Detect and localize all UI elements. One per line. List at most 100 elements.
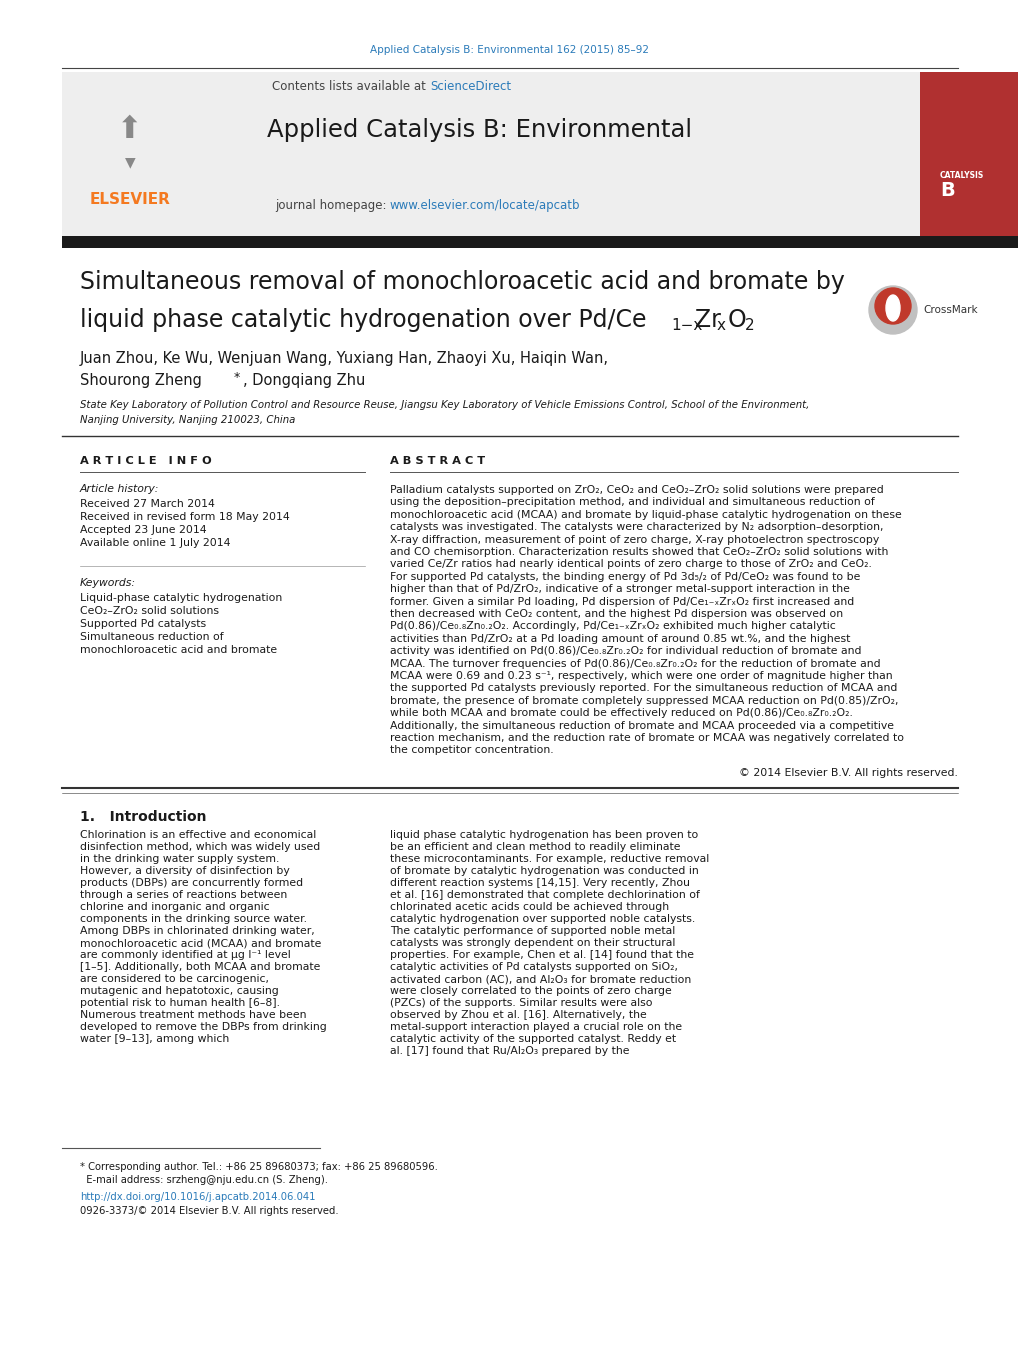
Text: CrossMark: CrossMark	[922, 305, 976, 315]
Text: © 2014 Elsevier B.V. All rights reserved.: © 2014 Elsevier B.V. All rights reserved…	[739, 767, 957, 778]
Text: liquid phase catalytic hydrogenation has been proven to: liquid phase catalytic hydrogenation has…	[389, 830, 698, 840]
Text: E-mail address: srzheng@nju.edu.cn (S. Zheng).: E-mail address: srzheng@nju.edu.cn (S. Z…	[79, 1175, 328, 1185]
Text: Among DBPs in chlorinated drinking water,: Among DBPs in chlorinated drinking water…	[79, 925, 315, 936]
Text: mutagenic and hepatotoxic, causing: mutagenic and hepatotoxic, causing	[79, 986, 278, 996]
Text: monochloroacetic acid and bromate: monochloroacetic acid and bromate	[79, 644, 277, 655]
Text: Supported Pd catalysts: Supported Pd catalysts	[79, 619, 206, 630]
Text: Simultaneous removal of monochloroacetic acid and bromate by: Simultaneous removal of monochloroacetic…	[79, 270, 844, 295]
Text: Nanjing University, Nanjing 210023, China: Nanjing University, Nanjing 210023, Chin…	[79, 415, 296, 426]
Text: al. [17] found that Ru/Al₂O₃ prepared by the: al. [17] found that Ru/Al₂O₃ prepared by…	[389, 1046, 629, 1056]
Text: the supported Pd catalysts previously reported. For the simultaneous reduction o: the supported Pd catalysts previously re…	[389, 684, 897, 693]
Text: Liquid-phase catalytic hydrogenation: Liquid-phase catalytic hydrogenation	[79, 593, 282, 603]
Text: activity was identified on Pd(0.86)/Ce₀.₈Zr₀.₂O₂ for individual reduction of bro: activity was identified on Pd(0.86)/Ce₀.…	[389, 646, 861, 657]
Text: different reaction systems [14,15]. Very recently, Zhou: different reaction systems [14,15]. Very…	[389, 878, 689, 888]
Text: *: *	[233, 370, 240, 384]
Text: ScienceDirect: ScienceDirect	[430, 81, 511, 93]
Text: http://dx.doi.org/10.1016/j.apcatb.2014.06.041: http://dx.doi.org/10.1016/j.apcatb.2014.…	[79, 1192, 315, 1202]
Text: Palladium catalysts supported on ZrO₂, CeO₂ and CeO₂–ZrO₂ solid solutions were p: Palladium catalysts supported on ZrO₂, C…	[389, 485, 882, 494]
Text: 0926-3373/© 2014 Elsevier B.V. All rights reserved.: 0926-3373/© 2014 Elsevier B.V. All right…	[79, 1206, 338, 1216]
Text: disinfection method, which was widely used: disinfection method, which was widely us…	[79, 842, 320, 852]
Text: catalytic hydrogenation over supported noble catalysts.: catalytic hydrogenation over supported n…	[389, 915, 695, 924]
Text: catalysts was investigated. The catalysts were characterized by N₂ adsorption–de: catalysts was investigated. The catalyst…	[389, 523, 882, 532]
Text: of bromate by catalytic hydrogenation was conducted in: of bromate by catalytic hydrogenation wa…	[389, 866, 698, 875]
Text: Article history:: Article history:	[79, 484, 159, 494]
Text: MCAA. The turnover frequencies of Pd(0.86)/Ce₀.₈Zr₀.₂O₂ for the reduction of bro: MCAA. The turnover frequencies of Pd(0.8…	[389, 658, 879, 669]
Text: A R T I C L E   I N F O: A R T I C L E I N F O	[79, 457, 212, 466]
Text: higher than that of Pd/ZrO₂, indicative of a stronger metal-support interaction : higher than that of Pd/ZrO₂, indicative …	[389, 584, 849, 594]
Text: potential risk to human health [6–8].: potential risk to human health [6–8].	[79, 998, 280, 1008]
Text: using the deposition–precipitation method, and individual and simultaneous reduc: using the deposition–precipitation metho…	[389, 497, 874, 508]
Text: However, a diversity of disinfection by: However, a diversity of disinfection by	[79, 866, 289, 875]
Text: while both MCAA and bromate could be effectively reduced on Pd(0.86)/Ce₀.₈Zr₀.₂O: while both MCAA and bromate could be eff…	[389, 708, 852, 719]
Text: were closely correlated to the points of zero charge: were closely correlated to the points of…	[389, 986, 672, 996]
Text: ⬆: ⬆	[117, 115, 143, 145]
Text: Applied Catalysis B: Environmental 162 (2015) 85–92: Applied Catalysis B: Environmental 162 (…	[370, 45, 649, 55]
Text: State Key Laboratory of Pollution Control and Resource Reuse, Jiangsu Key Labora: State Key Laboratory of Pollution Contro…	[79, 400, 809, 409]
Text: catalytic activity of the supported catalyst. Reddy et: catalytic activity of the supported cata…	[389, 1034, 676, 1044]
Text: O: O	[728, 308, 746, 332]
Text: through a series of reactions between: through a series of reactions between	[79, 890, 287, 900]
Circle shape	[874, 288, 910, 324]
Text: The catalytic performance of supported noble metal: The catalytic performance of supported n…	[389, 925, 675, 936]
Text: x: x	[716, 317, 726, 332]
Bar	[919, 72, 1017, 240]
Text: CeO₂–ZrO₂ solid solutions: CeO₂–ZrO₂ solid solutions	[79, 607, 219, 616]
Text: CATALYSIS: CATALYSIS	[940, 170, 983, 180]
Text: MCAA were 0.69 and 0.23 s⁻¹, respectively, which were one order of magnitude hig: MCAA were 0.69 and 0.23 s⁻¹, respectivel…	[389, 671, 892, 681]
Text: Pd(0.86)/Ce₀.₈Zn₀.₂O₂. Accordingly, Pd/Ce₁₋ₓZrₓO₂ exhibited much higher catalyti: Pd(0.86)/Ce₀.₈Zn₀.₂O₂. Accordingly, Pd/C…	[389, 621, 835, 631]
Text: Shourong Zheng: Shourong Zheng	[79, 373, 202, 389]
Text: are considered to be carcinogenic,: are considered to be carcinogenic,	[79, 974, 269, 984]
Text: components in the drinking source water.: components in the drinking source water.	[79, 915, 307, 924]
Text: are commonly identified at μg l⁻¹ level: are commonly identified at μg l⁻¹ level	[79, 950, 290, 961]
Text: et al. [16] demonstrated that complete dechlorination of: et al. [16] demonstrated that complete d…	[389, 890, 699, 900]
Bar	[62, 72, 957, 240]
Text: 2: 2	[744, 317, 754, 332]
Text: observed by Zhou et al. [16]. Alternatively, the: observed by Zhou et al. [16]. Alternativ…	[389, 1011, 646, 1020]
Text: ▼: ▼	[124, 155, 136, 169]
Text: bromate, the presence of bromate completely suppressed MCAA reduction on Pd(0.85: bromate, the presence of bromate complet…	[389, 696, 898, 705]
Text: Juan Zhou, Ke Wu, Wenjuan Wang, Yuxiang Han, Zhaoyi Xu, Haiqin Wan,: Juan Zhou, Ke Wu, Wenjuan Wang, Yuxiang …	[79, 350, 608, 366]
Text: A B S T R A C T: A B S T R A C T	[389, 457, 485, 466]
Text: activities than Pd/ZrO₂ at a Pd loading amount of around 0.85 wt.%, and the high: activities than Pd/ZrO₂ at a Pd loading …	[389, 634, 850, 644]
Text: Contents lists available at: Contents lists available at	[272, 81, 430, 93]
Text: developed to remove the DBPs from drinking: developed to remove the DBPs from drinki…	[79, 1021, 326, 1032]
Text: products (DBPs) are concurrently formed: products (DBPs) are concurrently formed	[79, 878, 303, 888]
Text: * Corresponding author. Tel.: +86 25 89680373; fax: +86 25 89680596.: * Corresponding author. Tel.: +86 25 896…	[79, 1162, 437, 1173]
Text: former. Given a similar Pd loading, Pd dispersion of Pd/Ce₁₋ₓZrₓO₂ first increas: former. Given a similar Pd loading, Pd d…	[389, 597, 854, 607]
Text: Received in revised form 18 May 2014: Received in revised form 18 May 2014	[79, 512, 289, 521]
Text: , Dongqiang Zhu: , Dongqiang Zhu	[243, 373, 365, 389]
Text: Simultaneous reduction of: Simultaneous reduction of	[79, 632, 223, 642]
Text: Available online 1 July 2014: Available online 1 July 2014	[79, 538, 230, 549]
Text: Keywords:: Keywords:	[79, 578, 136, 588]
Text: monochloroacetic acid (MCAA) and bromate: monochloroacetic acid (MCAA) and bromate	[79, 938, 321, 948]
Text: activated carbon (AC), and Al₂O₃ for bromate reduction: activated carbon (AC), and Al₂O₃ for bro…	[389, 974, 691, 984]
Text: these microcontaminants. For example, reductive removal: these microcontaminants. For example, re…	[389, 854, 708, 865]
Text: For supported Pd catalysts, the binding energy of Pd 3d₅/₂ of Pd/CeO₂ was found : For supported Pd catalysts, the binding …	[389, 571, 860, 582]
Text: 1−x: 1−x	[671, 317, 702, 332]
Text: chlorinated acetic acids could be achieved through: chlorinated acetic acids could be achiev…	[389, 902, 668, 912]
Text: varied Ce/Zr ratios had nearly identical points of zero charge to those of ZrO₂ : varied Ce/Zr ratios had nearly identical…	[389, 559, 871, 569]
Text: Additionally, the simultaneous reduction of bromate and MCAA proceeded via a com: Additionally, the simultaneous reduction…	[389, 720, 893, 731]
Text: Received 27 March 2014: Received 27 March 2014	[79, 499, 215, 509]
Text: www.elsevier.com/locate/apcatb: www.elsevier.com/locate/apcatb	[389, 199, 580, 212]
Text: metal-support interaction played a crucial role on the: metal-support interaction played a cruci…	[389, 1021, 682, 1032]
Text: ELSEVIER: ELSEVIER	[90, 192, 170, 208]
Text: Chlorination is an effective and economical: Chlorination is an effective and economi…	[79, 830, 316, 840]
Text: in the drinking water supply system.: in the drinking water supply system.	[79, 854, 279, 865]
Text: B: B	[940, 181, 954, 200]
Text: water [9–13], among which: water [9–13], among which	[79, 1034, 229, 1044]
Circle shape	[868, 286, 916, 334]
Text: liquid phase catalytic hydrogenation over Pd/Ce: liquid phase catalytic hydrogenation ove…	[79, 308, 646, 332]
Text: Zr: Zr	[694, 308, 720, 332]
Bar	[62, 236, 1017, 249]
Text: X-ray diffraction, measurement of point of zero charge, X-ray photoelectron spec: X-ray diffraction, measurement of point …	[389, 535, 878, 544]
Text: properties. For example, Chen et al. [14] found that the: properties. For example, Chen et al. [14…	[389, 950, 693, 961]
Text: (PZCs) of the supports. Similar results were also: (PZCs) of the supports. Similar results …	[389, 998, 652, 1008]
Text: journal homepage:: journal homepage:	[274, 199, 389, 212]
Text: Applied Catalysis B: Environmental: Applied Catalysis B: Environmental	[267, 118, 692, 142]
Text: catalytic activities of Pd catalysts supported on SiO₂,: catalytic activities of Pd catalysts sup…	[389, 962, 678, 971]
Text: 1.   Introduction: 1. Introduction	[79, 811, 206, 824]
Text: Accepted 23 June 2014: Accepted 23 June 2014	[79, 526, 207, 535]
Text: catalysts was strongly dependent on their structural: catalysts was strongly dependent on thei…	[389, 938, 675, 948]
Text: monochloroacetic acid (MCAA) and bromate by liquid-phase catalytic hydrogenation: monochloroacetic acid (MCAA) and bromate…	[389, 509, 901, 520]
